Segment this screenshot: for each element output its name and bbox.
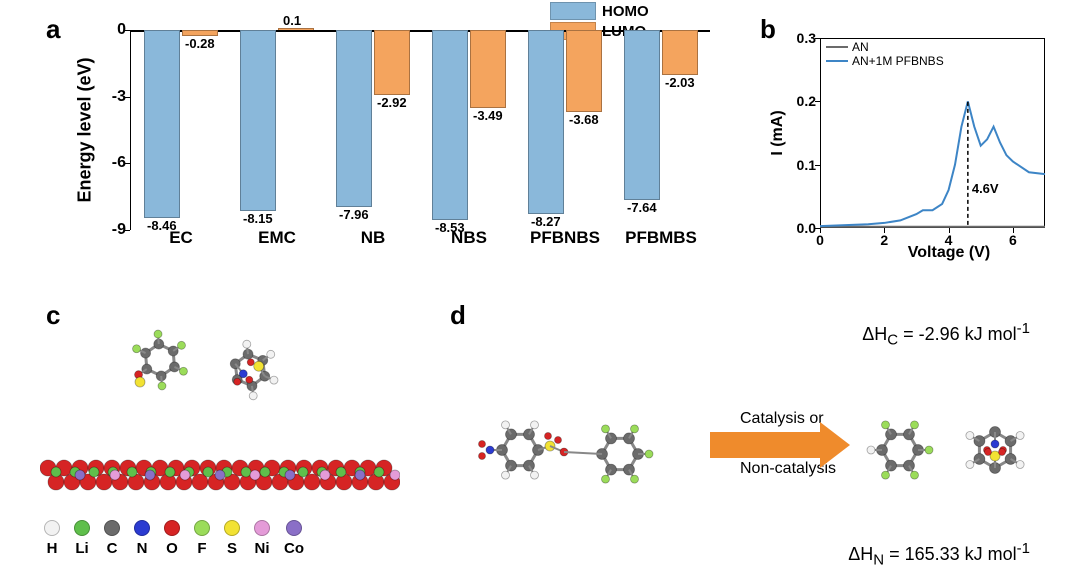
panel-b-ytick: 0.1 [782, 157, 816, 173]
panel-a-ytick: -6 [96, 154, 126, 172]
atom-element-label: S [227, 540, 237, 557]
reaction-arrow-icon [710, 422, 850, 468]
homo-bar: -8.53 [432, 30, 468, 220]
atom-ball-icon [44, 520, 60, 536]
atom-legend-item: C [104, 520, 120, 557]
atom-ball-icon [286, 520, 302, 536]
atom-element-label: F [197, 540, 206, 557]
svg-text:4.6V: 4.6V [972, 181, 999, 196]
legend-swatch-an [826, 46, 848, 48]
panel-b-legend: AN AN+1M PFBNBS [826, 40, 944, 68]
atom-legend-item: Ni [254, 520, 270, 557]
panel-b-linechart: I (mA) Voltage (V) 0246 0.00.10.20.3 4.6… [770, 20, 1060, 280]
lumo-bar: -2.92 [374, 30, 410, 95]
panel-b-xtick: 6 [1003, 232, 1023, 248]
atom-legend-item: F [194, 520, 210, 557]
panel-c-svg [40, 310, 400, 520]
panel-a-plot-area: Energy level (eV) 0-3-6-9 -8.46-0.28-8.1… [130, 30, 710, 230]
atom-element-label: Ni [255, 540, 270, 557]
panel-label-a: a [46, 14, 60, 45]
atom-element-label: N [137, 540, 148, 557]
homo-bar: -7.96 [336, 30, 372, 207]
panel-a-category: NB [328, 228, 418, 248]
homo-bar: -8.46 [144, 30, 180, 218]
lumo-bar: -3.68 [566, 30, 602, 112]
panel-a-category: PFBMBS [616, 228, 706, 248]
atom-ball-icon [254, 520, 270, 536]
atom-ball-icon [194, 520, 210, 536]
lumo-bar: -0.28 [182, 30, 218, 36]
lumo-bar: -3.49 [470, 30, 506, 108]
panel-c-structure: H Li C N O F S Ni Co [40, 310, 400, 570]
atom-element-label: O [166, 540, 178, 557]
legend-swatch-mix [826, 60, 848, 62]
atom-legend-item: Co [284, 520, 304, 557]
homo-bar: -8.27 [528, 30, 564, 214]
legend-swatch-homo [550, 2, 596, 20]
lumo-bar: -2.03 [662, 30, 698, 75]
atom-legend: H Li C N O F S Ni Co [44, 520, 304, 557]
legend-label-mix: AN+1M PFBNBS [852, 54, 944, 68]
panel-a-category: EMC [232, 228, 322, 248]
atom-legend-item: S [224, 520, 240, 557]
lumo-bar: 0.1 [278, 28, 314, 30]
atom-element-label: C [107, 540, 118, 557]
atom-ball-icon [164, 520, 180, 536]
panel-d-svg [450, 310, 1050, 570]
panel-a-ytick: 0 [96, 21, 126, 39]
atom-ball-icon [134, 520, 150, 536]
panel-b-ytick: 0.3 [782, 30, 816, 46]
panel-a-category: PFBNBS [520, 228, 610, 248]
atom-legend-item: O [164, 520, 180, 557]
panel-b-xtick: 4 [939, 232, 959, 248]
legend-label-an: AN [852, 40, 869, 54]
homo-bar: -7.64 [624, 30, 660, 200]
panel-a-yaxis [130, 30, 131, 230]
homo-bar: -8.15 [240, 30, 276, 211]
figure-root: a b c d HOMO LUMO Energy level (eV) 0-3-… [0, 0, 1080, 588]
atom-ball-icon [74, 520, 90, 536]
atom-ball-icon [104, 520, 120, 536]
panel-a-ytick: -3 [96, 88, 126, 106]
atom-legend-item: H [44, 520, 60, 557]
panel-a-ytick: -9 [96, 221, 126, 239]
legend-label-homo: HOMO [602, 3, 649, 20]
atom-legend-item: N [134, 520, 150, 557]
atom-element-label: Li [75, 540, 88, 557]
panel-d-reaction: ΔHC = -2.96 kJ mol-1 ΔHN = 165.33 kJ mol… [450, 310, 1050, 570]
atom-legend-item: Li [74, 520, 90, 557]
panel-a-category: EC [136, 228, 226, 248]
panel-a-category: NBS [424, 228, 514, 248]
atom-element-label: H [47, 540, 58, 557]
atom-ball-icon [224, 520, 240, 536]
panel-b-ytick: 0.0 [782, 220, 816, 236]
panel-b-xtick: 2 [874, 232, 894, 248]
panel-b-ylabel: I (mA) [769, 110, 787, 155]
panel-b-ytick: 0.2 [782, 93, 816, 109]
panel-a-ylabel: Energy level (eV) [75, 57, 96, 202]
atom-element-label: Co [284, 540, 304, 557]
panel-a-barchart: HOMO LUMO Energy level (eV) 0-3-6-9 -8.4… [70, 20, 730, 280]
panel-b-plot-area: I (mA) Voltage (V) 0246 0.00.10.20.3 4.6… [820, 38, 1045, 228]
